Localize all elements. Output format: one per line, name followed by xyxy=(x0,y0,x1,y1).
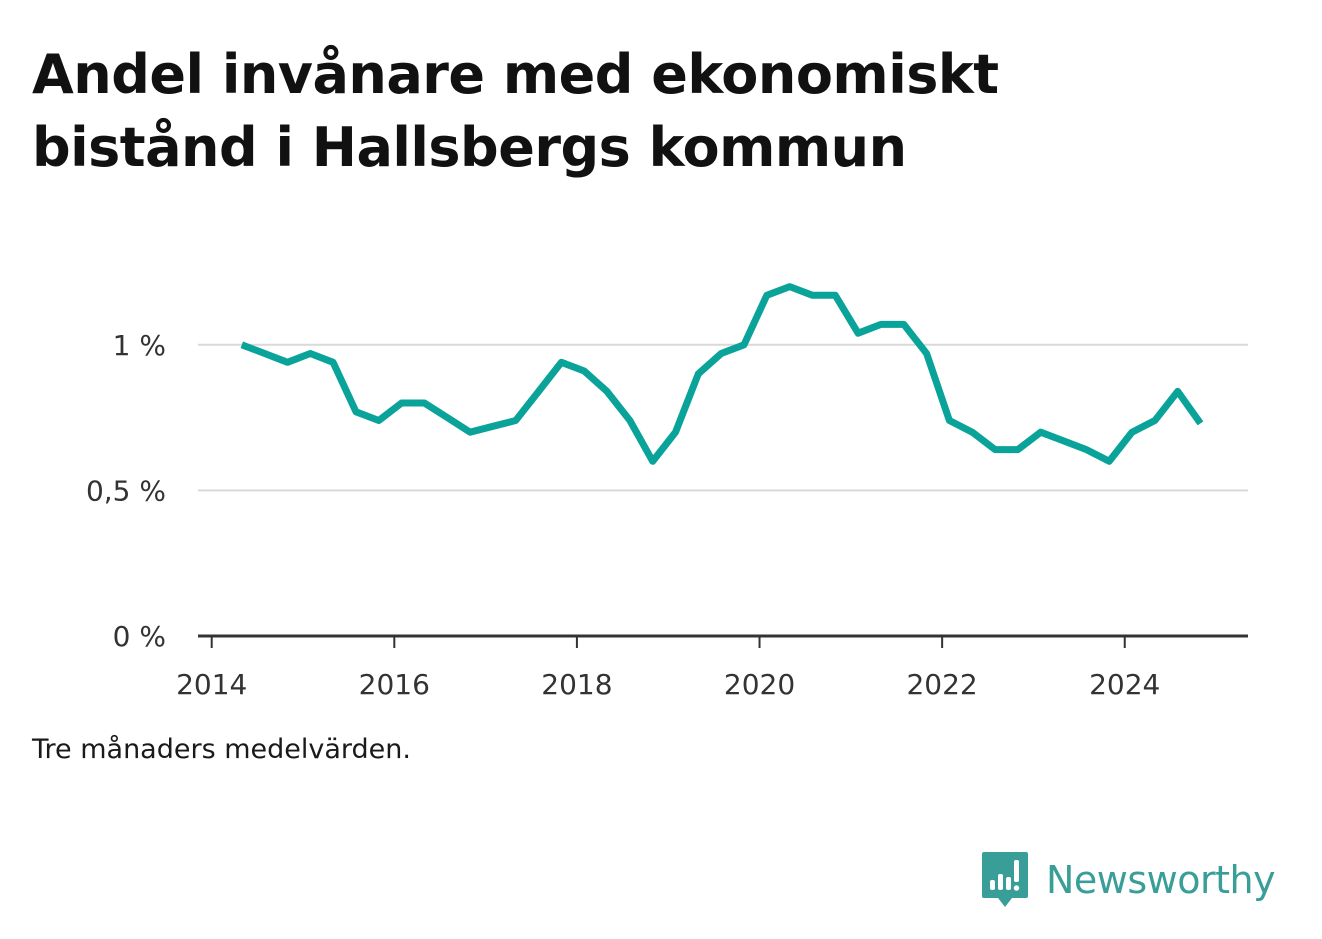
series-layer xyxy=(240,283,1204,465)
y-tick-label: 0,5 % xyxy=(86,474,166,507)
x-tick-label: 2022 xyxy=(906,668,977,701)
chart-note: Tre månaders medelvärden. xyxy=(32,734,411,765)
y-tick-label: 0 % xyxy=(113,620,166,653)
x-tick-label: 2018 xyxy=(541,668,612,701)
x-tick-label: 2020 xyxy=(724,668,795,701)
x-tick-label: 2016 xyxy=(359,668,430,701)
bar-chart-speech-bubble-icon xyxy=(982,852,1028,907)
gridlines xyxy=(198,343,1248,492)
chart-title: Andel invånare med ekonomiskt bistånd i … xyxy=(32,43,999,179)
x-tick-label: 2024 xyxy=(1089,668,1160,701)
x-axis-labels: 2014 2016 2018 2020 2022 2024 xyxy=(176,668,1160,701)
series-line xyxy=(240,283,1204,465)
brand-name: Newsworthy xyxy=(1046,858,1276,902)
x-tick-label: 2014 xyxy=(176,668,247,701)
y-axis-labels: 0 % 0,5 % 1 % xyxy=(86,329,166,653)
x-axis-ticks xyxy=(210,636,1126,648)
brand-logo: Newsworthy xyxy=(980,850,1276,910)
y-tick-label: 1 % xyxy=(113,329,166,362)
